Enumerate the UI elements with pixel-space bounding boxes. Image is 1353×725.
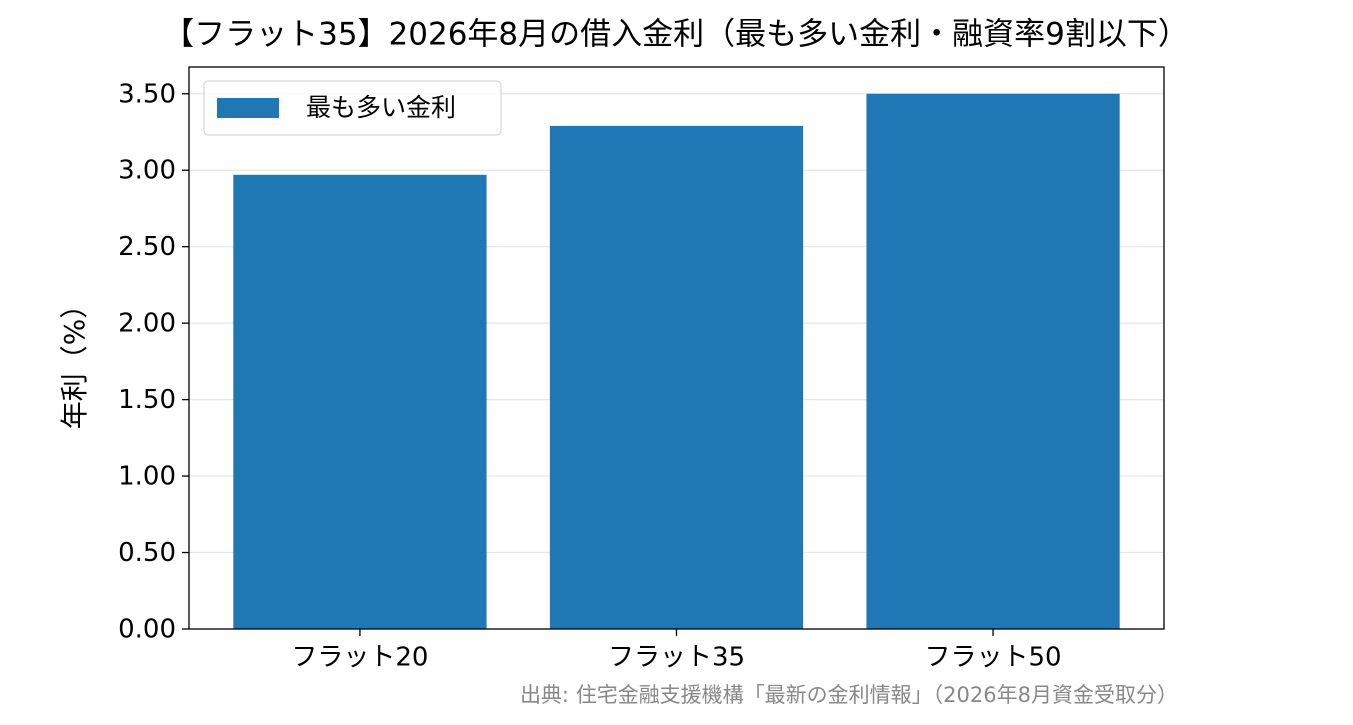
- legend-box: [203, 80, 502, 136]
- y-tick-label: 0.50: [118, 538, 176, 568]
- y-tick-label: 0.00: [118, 615, 176, 645]
- legend-label: 最も多い金利: [306, 93, 456, 122]
- y-tick-label: 2.00: [118, 309, 176, 339]
- bar: [233, 174, 487, 629]
- x-tick-label: フラット50: [925, 643, 1062, 673]
- bar: [866, 93, 1120, 629]
- source-note: 出典: 住宅金融支援機構「最新の金利情報」（2026年8月資金受取分）: [520, 683, 1178, 707]
- legend-swatch: [217, 98, 279, 118]
- chart-title: 【フラット35】2026年8月の借入金利（最も多い金利・融資率9割以下）: [163, 17, 1189, 53]
- y-tick-label: 3.00: [118, 156, 176, 186]
- y-tick-label: 3.50: [118, 79, 176, 109]
- bar: [549, 125, 804, 629]
- x-tick-label: フラット20: [291, 643, 428, 673]
- y-tick-label: 1.00: [118, 462, 176, 492]
- x-tick-label: フラット35: [608, 643, 745, 673]
- y-tick-label: 2.50: [118, 232, 176, 262]
- y-tick-label: 1.50: [118, 385, 176, 415]
- axes-frame: [188, 66, 1165, 630]
- y-axis-label: 年利（%）: [58, 291, 91, 430]
